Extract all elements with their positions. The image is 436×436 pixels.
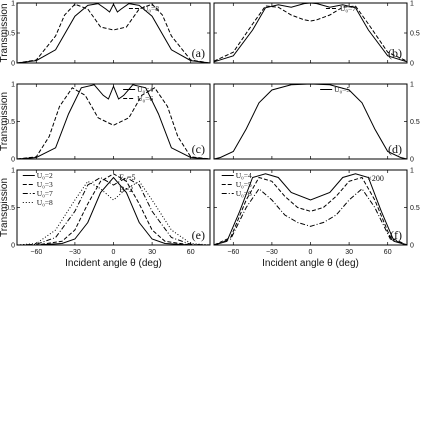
y-axis-label: Transmission bbox=[0, 178, 10, 237]
plot-frame bbox=[16, 83, 211, 160]
panel-b: 0 0.5 1 U₀=7 (b) bbox=[213, 1, 420, 68]
x-tick-label: −60 bbox=[30, 249, 42, 256]
panel-label: (f) bbox=[390, 228, 402, 242]
legend-label: U₀=4 bbox=[137, 85, 153, 94]
series-line-1 bbox=[213, 83, 408, 160]
y-tick-label: 1 bbox=[11, 168, 15, 175]
legend-label: U₀=7 bbox=[340, 4, 356, 13]
panel-label: (e) bbox=[192, 228, 205, 242]
panel-label: (a) bbox=[192, 46, 205, 60]
series-line-3 bbox=[16, 176, 211, 246]
y-tick-label: 1 bbox=[410, 168, 414, 175]
y-tick-label: 0 bbox=[410, 243, 414, 250]
y-tick-label: 1 bbox=[410, 1, 414, 8]
series-line-1 bbox=[213, 2, 408, 63]
series-line-1 bbox=[17, 176, 210, 246]
series-line-1 bbox=[16, 84, 211, 160]
legend-label: U₀=6 bbox=[236, 189, 252, 198]
x-tick-label: −60 bbox=[227, 249, 239, 256]
y-tick-label: 0 bbox=[11, 157, 15, 164]
x-tick-label: 60 bbox=[384, 249, 392, 256]
legend-label: U₀=5 bbox=[236, 180, 252, 189]
x-tick-label: 0 bbox=[309, 249, 313, 256]
plot-frame bbox=[16, 2, 211, 64]
plot-frame bbox=[213, 2, 408, 64]
y-tick-label: 0.5 bbox=[410, 119, 420, 126]
y-tick-label: 0.5 bbox=[410, 31, 420, 38]
panel-label: (d) bbox=[388, 142, 402, 156]
series-line-2 bbox=[16, 87, 211, 160]
legend-label: U₀=4 bbox=[236, 171, 252, 180]
panel-label: (b) bbox=[388, 46, 402, 60]
x-tick-label: 30 bbox=[345, 249, 353, 256]
legend-label: U₀=8 bbox=[143, 4, 159, 13]
y-axis-label: Transmission bbox=[0, 3, 10, 62]
x-axis-label: Incident angle θ (deg) bbox=[65, 258, 162, 269]
x-axis-label: Incident angle θ (deg) bbox=[262, 258, 359, 269]
x-tick-label: −30 bbox=[266, 249, 278, 256]
y-tick-label: 0 bbox=[410, 61, 414, 68]
panel-f: 0 0.5 1 U₀=4U₀=5U₀=6 ×200 (f) bbox=[213, 168, 420, 250]
legend-label: U₀=2 bbox=[37, 171, 53, 180]
legend-label: U₀=3 bbox=[37, 180, 53, 189]
y-tick-label: 0.5 bbox=[5, 119, 15, 126]
y-tick-label: 0 bbox=[11, 61, 15, 68]
legend-label: U₀=5 bbox=[334, 85, 350, 94]
series-line-1 bbox=[213, 173, 408, 246]
series-line-1 bbox=[16, 3, 211, 64]
x-tick-label: 30 bbox=[148, 249, 156, 256]
series-line-2 bbox=[17, 173, 210, 246]
series-line-2 bbox=[16, 3, 211, 64]
y-axis-label: Transmission bbox=[0, 92, 10, 151]
series-line-2 bbox=[213, 176, 408, 246]
series-line-2 bbox=[213, 5, 408, 62]
y-tick-label: 0 bbox=[410, 157, 414, 164]
legend-label: U₀=7 bbox=[37, 189, 53, 198]
x-tick-label: −30 bbox=[69, 249, 81, 256]
legend-label: U₀=8 bbox=[37, 198, 53, 207]
series-line-3 bbox=[213, 188, 408, 246]
panel-d: 0 0.5 1 U₀=5 (d) bbox=[213, 82, 420, 164]
annotation: E₀=5 bbox=[119, 173, 135, 182]
legend-label: U₀=6 bbox=[137, 94, 153, 103]
series-line-4 bbox=[16, 180, 211, 246]
y-tick-label: 0 bbox=[11, 243, 15, 250]
y-tick-label: 0.5 bbox=[5, 31, 15, 38]
plot-frame bbox=[213, 83, 408, 160]
panel-c: 0 0.5 1 U₀=4U₀=6 (c) bbox=[5, 82, 211, 164]
y-tick-label: 1 bbox=[410, 82, 414, 89]
panel-label: (c) bbox=[192, 142, 205, 156]
annotation: ×200 bbox=[367, 174, 384, 183]
panel-e: 0 0.5 1 U₀=2U₀=3U₀=7U₀=8 E₀=5 B=2 (e) bbox=[5, 168, 211, 250]
y-tick-label: 0.5 bbox=[410, 205, 420, 212]
annotation: B=2 bbox=[119, 185, 133, 194]
x-tick-label: 60 bbox=[187, 249, 195, 256]
y-tick-label: 0.5 bbox=[5, 205, 15, 212]
x-tick-label: 0 bbox=[112, 249, 116, 256]
panel-a: 0 0.5 1 U₀=8 (a) bbox=[5, 1, 211, 68]
y-tick-label: 1 bbox=[11, 82, 15, 89]
y-tick-label: 1 bbox=[11, 1, 15, 8]
